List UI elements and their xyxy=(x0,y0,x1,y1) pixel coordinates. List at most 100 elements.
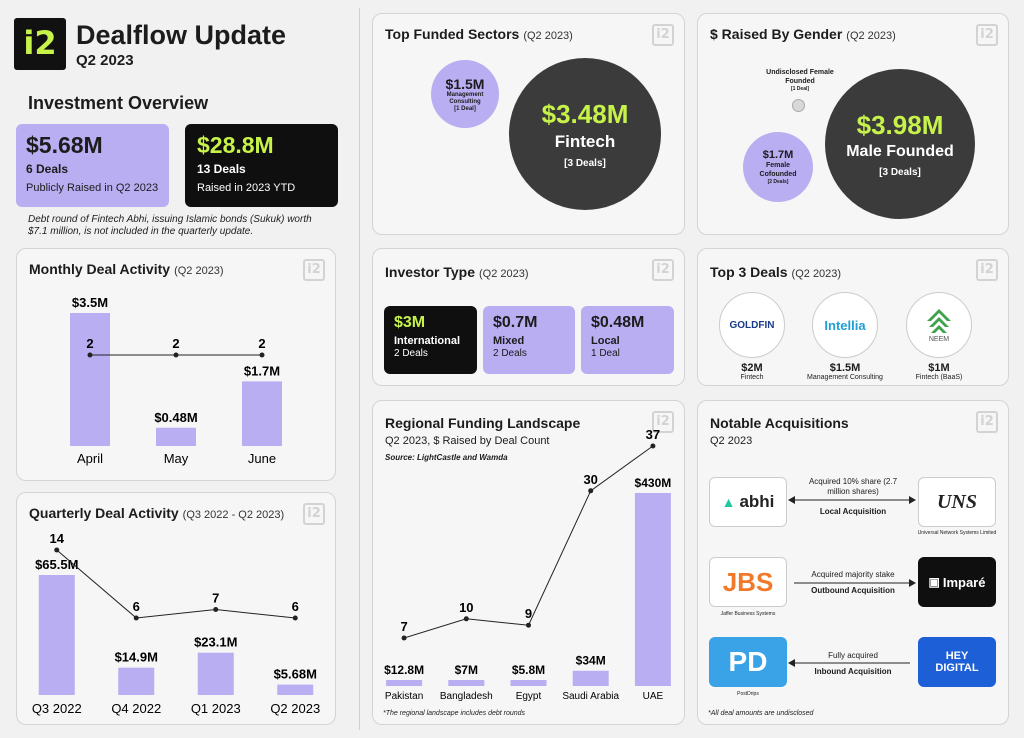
monthly-title: Monthly Deal Activity (Q2 2023) xyxy=(29,261,224,277)
quarterly-title: Quarterly Deal Activity (Q3 2022 - Q2 202… xyxy=(29,505,284,521)
monthly-chart-bar-1 xyxy=(156,427,196,446)
goldfin-logo-text: GOLDFIN xyxy=(729,319,775,331)
regional-subtitle: Q2 2023, $ Raised by Deal Count xyxy=(385,435,550,447)
overview-card-q2: $5.68M 6 Deals Publicly Raised in Q2 202… xyxy=(16,124,169,207)
deal-3-info: $1M Fintech (BaaS) xyxy=(889,362,989,381)
gender-cofounded-bubble: $1.7M Female Cofounded [2 Deals] xyxy=(743,132,813,202)
regional-chart-bar-0 xyxy=(386,680,423,686)
regional-chart-bar-1 xyxy=(448,680,485,686)
acq-1-desc: Acquired 10% share (2.7 million shares) xyxy=(808,477,898,496)
quarterly-chart-count-label-0: 14 xyxy=(50,531,65,546)
regional-chart-value-label-2: $5.8M xyxy=(512,663,545,677)
regional-chart-count-point-0 xyxy=(401,635,407,641)
quarterly-period: (Q3 2022 - Q2 2023) xyxy=(182,509,285,521)
gender-male-bubble: $3.98M Male Founded [3 Deals] xyxy=(825,69,975,219)
watermark-icon: i2 xyxy=(976,24,998,46)
acquisitions-footnote: *All deal amounts are undisclosed xyxy=(708,710,814,717)
gender-cofounded-amount: $1.7M xyxy=(762,149,794,161)
monthly-period: (Q2 2023) xyxy=(174,265,224,277)
monthly-chart-category-label-1: May xyxy=(164,451,189,466)
monthly-chart-svg: $3.5M April $0.48M May $1.7M June 2 2 2 xyxy=(70,295,282,466)
sectors-card: Top Funded Sectors (Q2 2023) i2 $1.5M Man… xyxy=(372,13,685,235)
deal-2-amount: $1.5M xyxy=(829,362,861,374)
quarterly-chart-count-point-1 xyxy=(133,615,139,621)
uns-caption: Universal Network Systems Limited xyxy=(917,530,997,536)
investor-local-name: Local xyxy=(591,335,620,347)
regional-chart-bar-3 xyxy=(572,670,609,686)
monthly-chart-value-label-1: $0.48M xyxy=(154,410,197,425)
watermark-icon: i2 xyxy=(652,24,674,46)
page-title: Dealflow Update xyxy=(76,20,287,50)
deal-2-sector: Management Consulting xyxy=(807,374,883,381)
investor-international: $3M International 2 Deals xyxy=(384,306,477,374)
investor-mixed-amount: $0.7M xyxy=(493,314,538,331)
gender-female-label: Undisclosed Female Founded [1 Deal] xyxy=(760,68,840,92)
regional-title: Regional Funding Landscape xyxy=(385,415,581,431)
monthly-chart-value-label-2: $1.7M xyxy=(244,363,280,378)
regional-chart-value-label-3: $34M xyxy=(576,654,606,668)
top-deals-title-text: Top 3 Deals xyxy=(710,264,788,280)
sector-small-bubble: $1.5M Management Consulting [1 Deal] xyxy=(431,60,499,128)
impare-logo: ▣ Imparé xyxy=(918,557,996,607)
acq-2-arrow-icon xyxy=(794,579,916,587)
overview-q2-deals: 6 Deals xyxy=(26,162,69,176)
quarterly-chart-category-label-2: Q1 2023 xyxy=(191,701,241,716)
abhi-logo: ▲ abhi xyxy=(709,477,787,527)
quarterly-chart-bar-2 xyxy=(197,652,234,695)
quarterly-chart-category-label-0: Q3 2022 xyxy=(32,701,82,716)
overview-q2-amount: $5.68M xyxy=(26,132,103,158)
acq-2-type: Outbound Acquisition xyxy=(811,586,895,595)
quarterly-chart-category-label-1: Q4 2022 xyxy=(111,701,161,716)
regional-chart-category-label-1: Bangladesh xyxy=(440,691,493,702)
investor-mixed: $0.7M Mixed 2 Deals xyxy=(483,306,575,374)
acquisitions-title: Notable Acquisitions xyxy=(710,415,849,431)
regional-chart-bar-4 xyxy=(634,493,671,686)
jbs-logo-text: JBS xyxy=(722,566,774,597)
regional-chart-count-label-1: 10 xyxy=(459,600,473,615)
regional-chart-value-label-4: $430M xyxy=(635,476,672,490)
sector-big-deals: [3 Deals] xyxy=(564,158,606,169)
sector-big-amount: $3.48M xyxy=(541,99,629,129)
goldfin-logo: GOLDFIN xyxy=(719,292,785,358)
neem-logo-text: NEEM xyxy=(928,335,950,343)
quarterly-deal-card: Quarterly Deal Activity (Q3 2022 - Q2 202… xyxy=(16,492,336,725)
quarterly-chart-count-label-1: 6 xyxy=(133,599,140,614)
acq-3-arrow-icon xyxy=(788,659,910,667)
gender-card: $ Raised By Gender (Q2 2023) i2 Undisclos… xyxy=(697,13,1009,235)
deal-2-info: $1.5M Management Consulting xyxy=(795,362,895,381)
sector-small-deals: [1 Deal] xyxy=(454,106,476,112)
column-divider xyxy=(359,8,360,730)
regional-chart-count-point-1 xyxy=(463,616,469,622)
sector-small-name: Management Consulting xyxy=(446,92,484,105)
gender-cofounded-deals: [2 Deals] xyxy=(767,179,789,185)
gender-title-text: $ Raised By Gender xyxy=(710,26,843,42)
monthly-title-text: Monthly Deal Activity xyxy=(29,261,171,277)
top-deals-title: Top 3 Deals (Q2 2023) xyxy=(710,264,841,280)
gender-period: (Q2 2023) xyxy=(846,30,896,42)
quarterly-chart-count-label-3: 6 xyxy=(292,599,299,614)
regional-source: Source: LightCastle and Wamda xyxy=(385,453,508,462)
uns-logo: UNS xyxy=(918,477,996,527)
quarterly-chart-count-line xyxy=(56,549,296,619)
investor-local-amount: $0.48M xyxy=(591,314,645,331)
acq-1-type: Local Acquisition xyxy=(819,507,887,516)
monthly-chart-category-label-0: April xyxy=(77,451,103,466)
brand-logo: i2 xyxy=(14,18,66,70)
deal-1-info: $2M Fintech xyxy=(702,362,802,381)
investor-international-deals: 2 Deals xyxy=(394,348,428,359)
intellia-logo-text: Intellia xyxy=(824,317,866,333)
investor-local-deals: 1 Deal xyxy=(591,348,620,359)
postdrips-caption: PostDrips xyxy=(737,691,759,697)
hey-digital-logo: HEY DIGITAL xyxy=(918,637,996,687)
gender-cofounded-name: Female Cofounded xyxy=(759,162,797,178)
quarterly-title-text: Quarterly Deal Activity xyxy=(29,505,179,521)
regional-chart-value-label-0: $12.8M xyxy=(384,663,424,677)
gender-male-amount: $3.98M xyxy=(856,110,944,140)
investor-title-text: Investor Type xyxy=(385,264,475,280)
gender-female-bubble xyxy=(792,99,805,112)
regional-chart-category-label-2: Egypt xyxy=(516,691,542,702)
overview-note: Debt round of Fintech Abhi, issuing Isla… xyxy=(28,214,312,237)
gender-female-deals: [1 Deal] xyxy=(790,86,810,92)
sectors-period: (Q2 2023) xyxy=(523,30,573,42)
regional-chart-count-label-2: 9 xyxy=(525,606,532,621)
